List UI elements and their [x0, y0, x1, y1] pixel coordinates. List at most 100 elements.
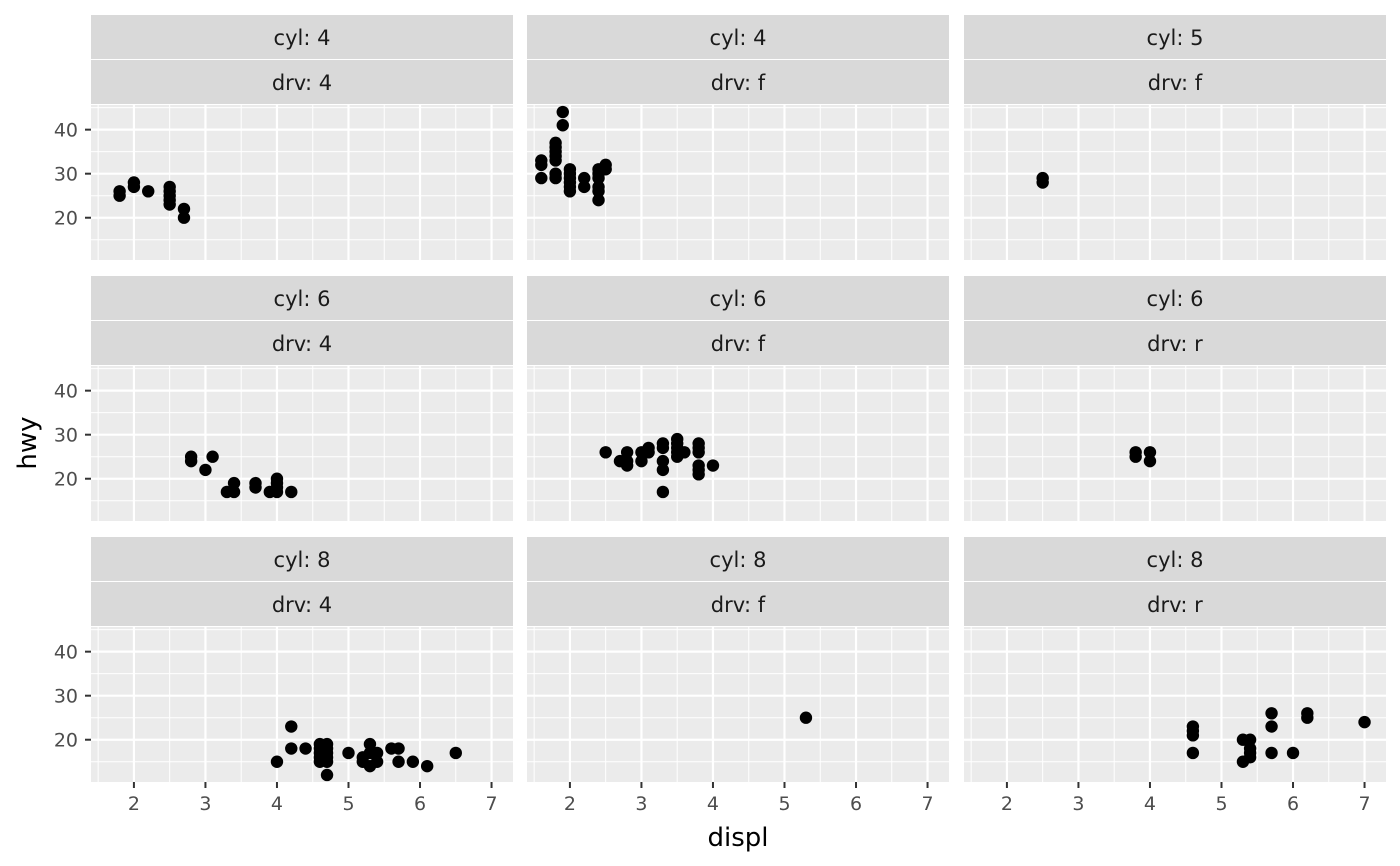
data-point [177, 211, 191, 224]
data-point [270, 755, 284, 768]
panel-background [964, 627, 1386, 782]
data-point [320, 768, 334, 782]
x-tick-label: 7 [485, 793, 497, 815]
data-point [1243, 733, 1257, 746]
data-point [1358, 715, 1371, 729]
facet-panel: cyl: 5 drv: f [964, 15, 1386, 260]
data-point [642, 441, 655, 455]
strip-top-bg [964, 537, 1386, 581]
data-point [599, 446, 612, 459]
y-tick-label: 30 [54, 425, 78, 447]
facet-panel: cyl: 6 drv: f [527, 276, 949, 521]
panel-background [527, 627, 949, 782]
data-point [249, 476, 262, 490]
data-point [656, 437, 670, 450]
data-point [1265, 707, 1278, 720]
x-tick-label: 6 [1287, 793, 1299, 815]
panel-background [964, 366, 1386, 521]
data-point [392, 742, 405, 755]
y-tick-label: 30 [54, 164, 78, 186]
strip-bottom-bg [964, 60, 1386, 104]
data-point [113, 185, 126, 198]
x-tick-label: 5 [342, 793, 354, 815]
x-tick-label: 5 [778, 793, 790, 815]
strip-label-top: cyl: 4 [710, 26, 767, 50]
x-tick-label: 7 [1358, 793, 1370, 815]
strip-bottom-bg [527, 60, 949, 104]
x-axis-title: displ [707, 823, 768, 853]
strip-label-bottom: drv: r [1147, 332, 1203, 356]
y-axis-title: hwy [13, 416, 43, 469]
strip-top-bg [527, 276, 949, 320]
data-point [127, 176, 141, 189]
data-point [370, 746, 384, 760]
x-tick-label: 3 [199, 793, 211, 815]
data-point [370, 755, 384, 768]
data-point [656, 485, 670, 499]
data-point [656, 463, 670, 477]
strip-label-bottom: drv: f [1148, 71, 1203, 95]
x-tick-label: 2 [128, 793, 140, 815]
data-point [656, 454, 670, 468]
data-point [363, 737, 377, 751]
panel-background [91, 366, 513, 521]
strip-top-bg [964, 15, 1386, 59]
data-point [285, 742, 298, 755]
facet-panel: cyl: 8 drv: r [964, 537, 1386, 782]
y-tick-label: 20 [54, 730, 78, 752]
y-tick-label: 40 [54, 642, 78, 664]
panel-background [91, 627, 513, 782]
data-point [285, 485, 298, 499]
data-point [163, 180, 176, 194]
data-point [420, 759, 434, 773]
data-point [549, 167, 562, 180]
y-tick-label: 20 [54, 469, 78, 491]
y-tick-label: 30 [54, 686, 78, 708]
strip-label-top: cyl: 4 [274, 26, 331, 50]
data-point [799, 711, 813, 724]
data-point [142, 185, 155, 198]
data-point [620, 454, 634, 468]
data-point [592, 193, 605, 207]
data-point [406, 755, 420, 768]
data-point [556, 119, 569, 132]
data-point [177, 202, 191, 216]
data-point [599, 158, 612, 172]
data-point [592, 180, 605, 194]
data-point [692, 459, 705, 472]
data-point [563, 163, 577, 176]
strip-top-bg [527, 537, 949, 581]
strip-top-bg [964, 276, 1386, 320]
strip-bottom-bg [964, 582, 1386, 626]
data-point [1265, 720, 1278, 733]
x-tick-label: 2 [564, 793, 576, 815]
data-point [199, 463, 212, 477]
x-tick-label: 4 [271, 793, 283, 815]
facet-panel: cyl: 6 drv: r [964, 276, 1386, 521]
data-point [556, 105, 569, 119]
x-axes: 2 3 4 5 6 7 2 3 4 5 6 7 2 3 4 5 6 7 [128, 782, 1371, 815]
y-tick-label: 20 [54, 208, 78, 230]
strip-label-bottom: drv: 4 [272, 332, 332, 356]
strip-top-bg [91, 276, 513, 320]
panel-background [527, 366, 949, 521]
strip-label-bottom: drv: 4 [272, 71, 332, 95]
data-point [578, 171, 591, 185]
strip-label-bottom: drv: r [1147, 593, 1203, 617]
strip-label-top: cyl: 6 [710, 287, 767, 311]
facet-panel: cyl: 4 drv: 4 [91, 15, 513, 260]
x-tick-label: 2 [1001, 793, 1013, 815]
strip-bottom-bg [964, 321, 1386, 365]
strip-label-top: cyl: 8 [274, 548, 331, 572]
data-point [227, 485, 241, 499]
data-point [270, 472, 284, 485]
data-point [392, 755, 405, 768]
panel-background [527, 105, 949, 260]
data-point [692, 437, 705, 450]
strip-label-top: cyl: 8 [710, 548, 767, 572]
data-point [635, 454, 648, 468]
data-point [1243, 742, 1257, 755]
facet-panel: cyl: 8 drv: 4 [91, 537, 513, 782]
strip-bottom-bg [91, 60, 513, 104]
